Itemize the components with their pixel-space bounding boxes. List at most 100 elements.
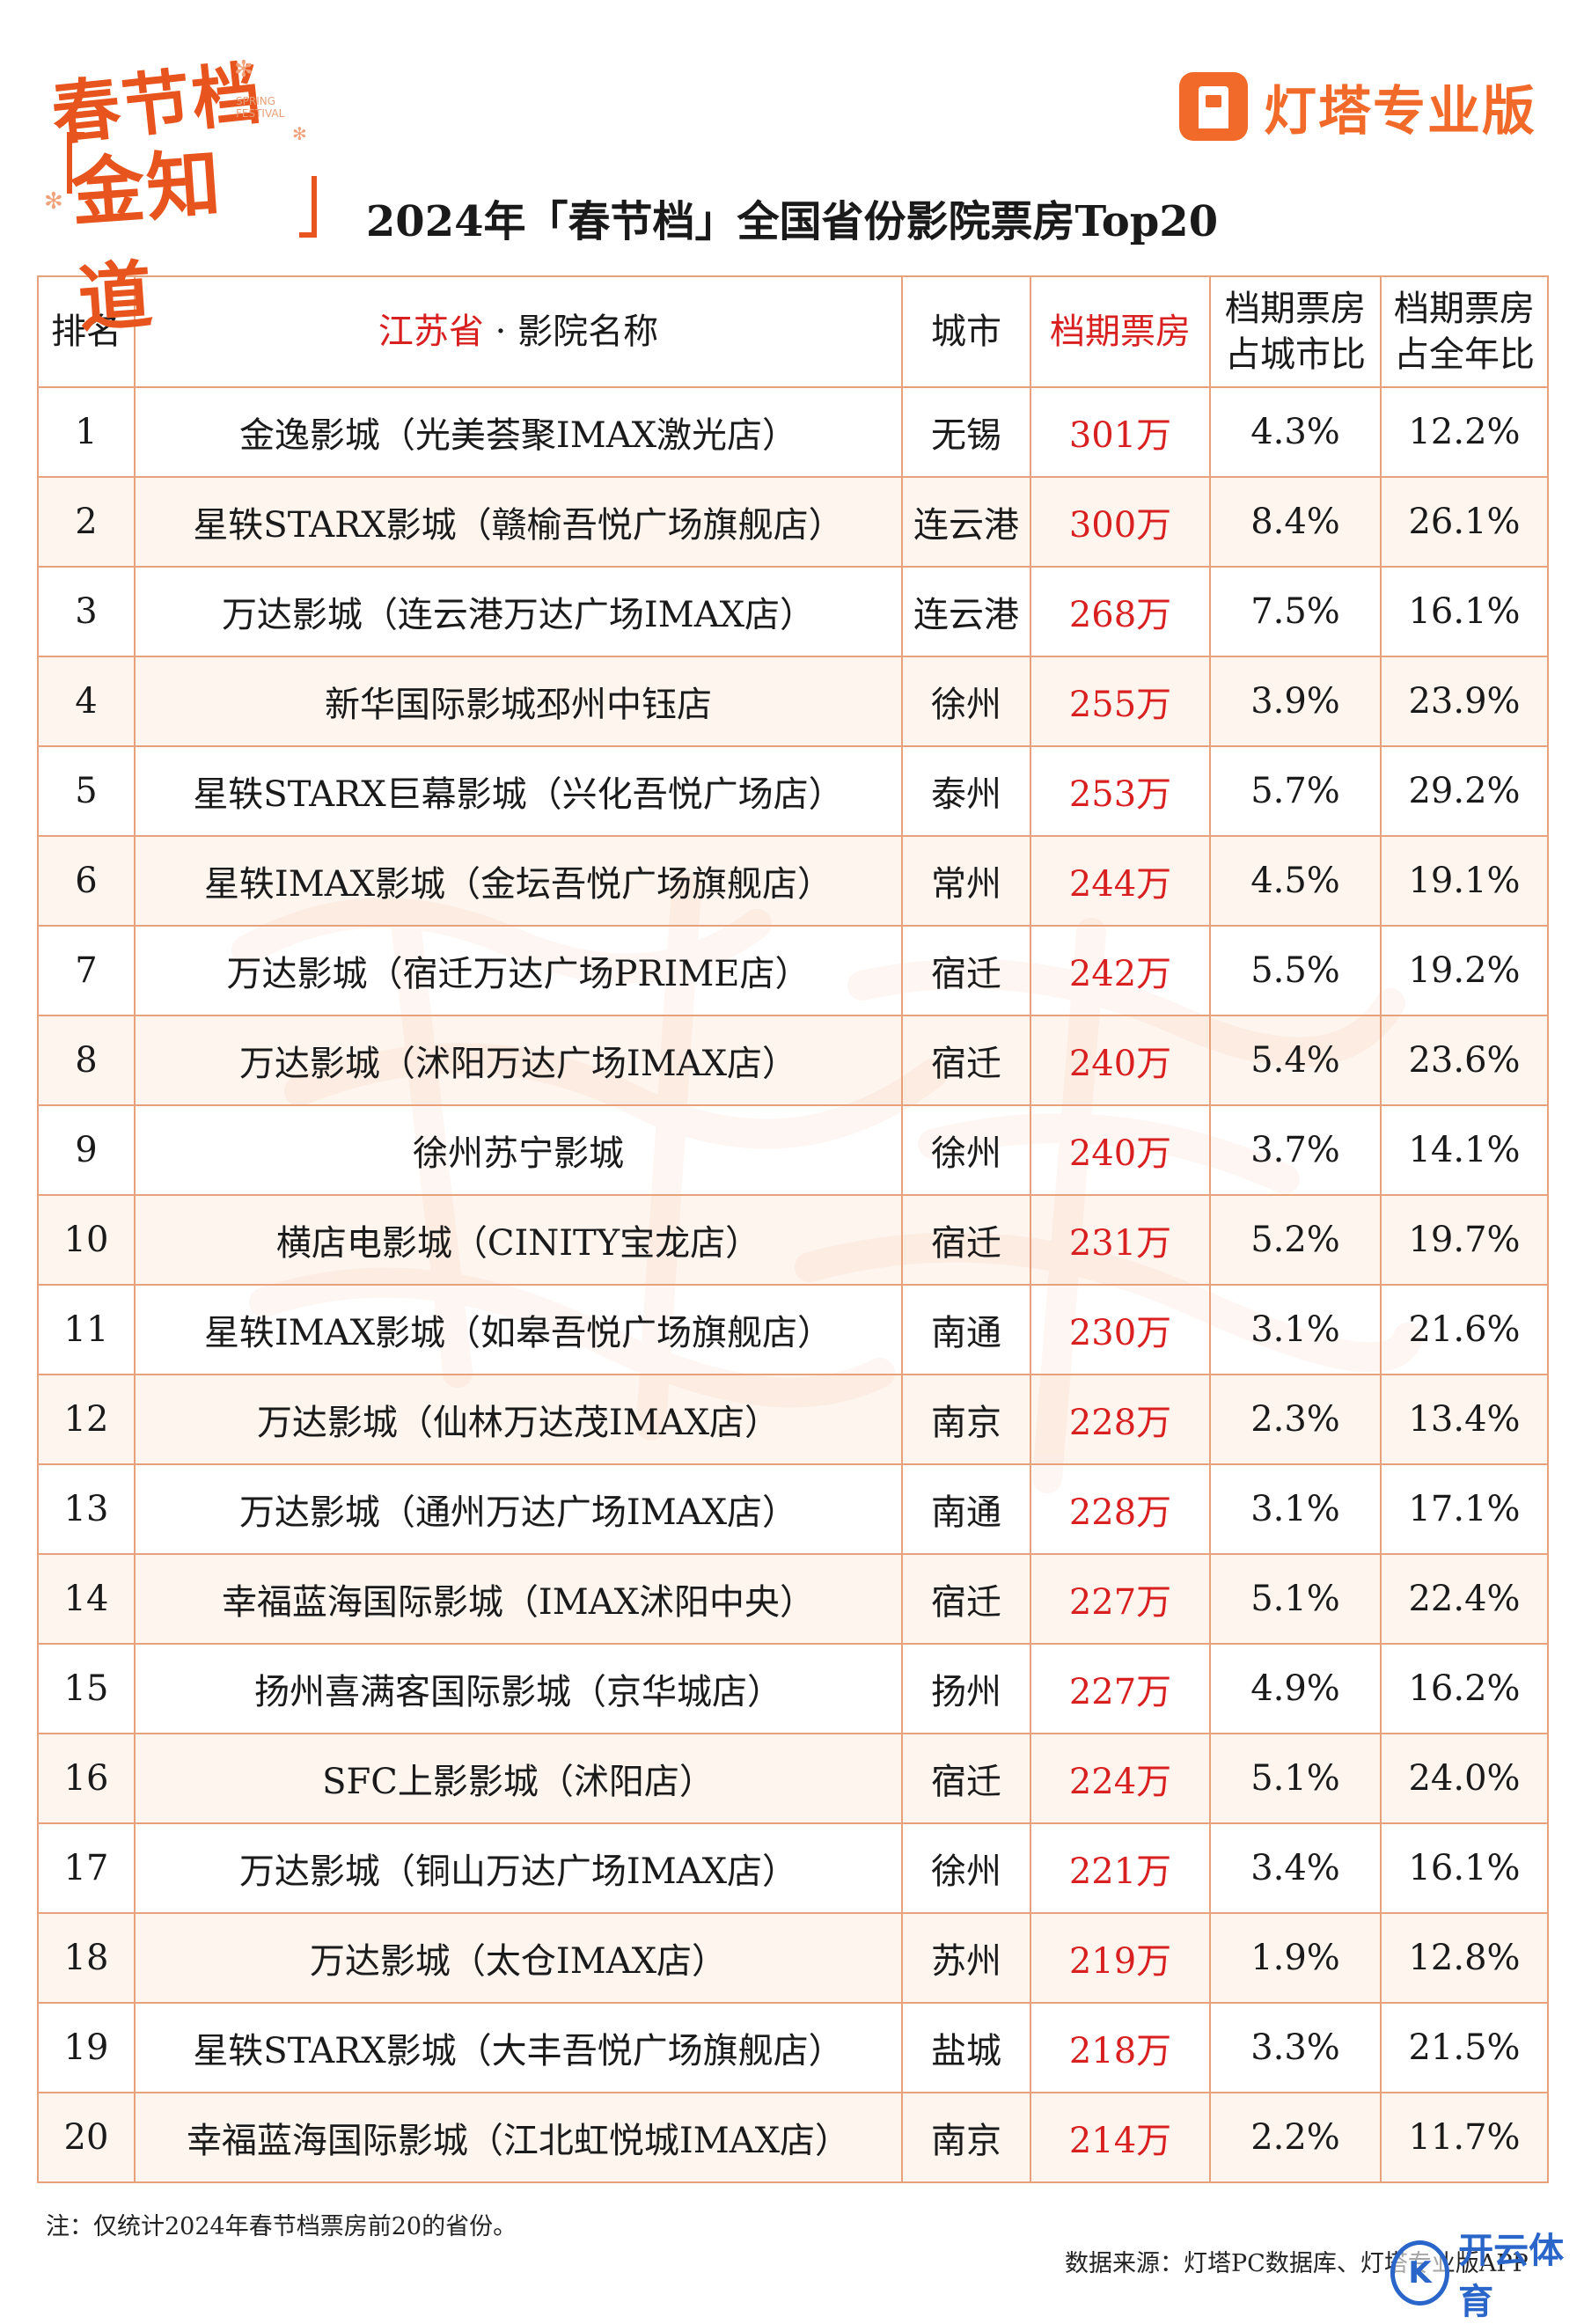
- pct-city-cell: 5.5%: [1209, 925, 1382, 1016]
- cinema-name-cell: 星轶STARX影城（大丰吾悦广场旗舰店）: [134, 2002, 903, 2093]
- box-office-cell: 228万: [1030, 1463, 1211, 1555]
- cinema-name-cell: 幸福蓝海国际影城（IMAX沭阳中央）: [134, 1553, 903, 1645]
- box-office-cell: 221万: [1030, 1822, 1211, 1914]
- pct-year-cell: 14.1%: [1380, 1104, 1549, 1196]
- header-pct-city: 档期票房 占城市比: [1209, 275, 1382, 388]
- pct-year-cell: 11.7%: [1380, 2092, 1549, 2183]
- city-cell: 苏州: [901, 1912, 1031, 2004]
- rank-cell: 10: [37, 1194, 136, 1286]
- header-pct-year-line1: 档期票房: [1394, 289, 1535, 329]
- table-header-row: 排名 江苏省 · 影院名称 城市 档期票房 档期票房 占城市比 档期票房 占全年…: [37, 275, 1549, 388]
- city-cell: 扬州: [901, 1643, 1031, 1734]
- logo-tiny-text: SPRING FESTIVAL: [236, 95, 285, 120]
- box-office-cell: 227万: [1030, 1553, 1211, 1645]
- cinema-name-cell: 横店电影城（CINITY宝龙店）: [134, 1194, 903, 1286]
- header-province: 江苏省: [378, 312, 484, 352]
- pct-city-cell: 3.7%: [1209, 1104, 1382, 1196]
- box-office-cell: 227万: [1030, 1643, 1211, 1734]
- table-row: 2 星轶STARX影城（赣榆吾悦广场旗舰店） 连云港 300万 8.4% 26.1%: [37, 476, 1549, 568]
- cinema-name-cell: 万达影城（沭阳万达广场IMAX店）: [134, 1015, 903, 1106]
- corner-watermark: K 开云体育: [1390, 2222, 1584, 2324]
- city-cell: 宿迁: [901, 1553, 1031, 1645]
- city-cell: 徐州: [901, 1104, 1031, 1196]
- city-cell: 连云港: [901, 476, 1031, 568]
- rank-cell: 20: [37, 2092, 136, 2183]
- brand-name: 灯塔专业版: [1264, 80, 1536, 143]
- pct-city-cell: 3.1%: [1209, 1284, 1382, 1375]
- header-box-office: 档期票房: [1030, 275, 1211, 388]
- cinema-name-cell: 徐州苏宁影城: [134, 1104, 903, 1196]
- table-row: 17 万达影城（铜山万达广场IMAX店） 徐州 221万 3.4% 16.1%: [37, 1822, 1549, 1914]
- pct-city-cell: 3.4%: [1209, 1822, 1382, 1914]
- city-cell: 宿迁: [901, 1015, 1031, 1106]
- pct-city-cell: 7.5%: [1209, 566, 1382, 657]
- table-row: 12 万达影城（仙林万达茂IMAX店） 南京 228万 2.3% 13.4%: [37, 1374, 1549, 1465]
- pct-year-cell: 19.1%: [1380, 835, 1549, 927]
- pct-city-cell: 8.4%: [1209, 476, 1382, 568]
- header-city: 城市: [901, 275, 1031, 388]
- table-row: 7 万达影城（宿迁万达广场PRIME店） 宿迁 242万 5.5% 19.2%: [37, 925, 1549, 1016]
- city-cell: 南京: [901, 2092, 1031, 2183]
- pct-year-cell: 19.2%: [1380, 925, 1549, 1016]
- cinema-name-cell: 万达影城（太仓IMAX店）: [134, 1912, 903, 2004]
- cinema-name-cell: 金逸影城（光美荟聚IMAX激光店）: [134, 386, 903, 478]
- pct-city-cell: 4.9%: [1209, 1643, 1382, 1734]
- table-row: 16 SFC上影影城（沭阳店） 宿迁 224万 5.1% 24.0%: [37, 1733, 1549, 1824]
- city-cell: 徐州: [901, 1822, 1031, 1914]
- pct-city-cell: 5.1%: [1209, 1733, 1382, 1824]
- box-office-cell: 244万: [1030, 835, 1211, 927]
- ranking-table: 排名 江苏省 · 影院名称 城市 档期票房 档期票房 占城市比 档期票房 占全年…: [37, 275, 1549, 2183]
- rank-cell: 16: [37, 1733, 136, 1824]
- box-office-cell: 301万: [1030, 386, 1211, 478]
- pct-year-cell: 23.6%: [1380, 1015, 1549, 1106]
- box-office-cell: 219万: [1030, 1912, 1211, 2004]
- city-cell: 盐城: [901, 2002, 1031, 2093]
- snowflake-icon: ✻: [292, 123, 307, 144]
- city-cell: 泰州: [901, 745, 1031, 837]
- header-separator: ·: [495, 312, 507, 352]
- box-office-cell: 255万: [1030, 656, 1211, 747]
- rank-cell: 17: [37, 1822, 136, 1914]
- box-office-cell: 230万: [1030, 1284, 1211, 1375]
- pct-city-cell: 5.2%: [1209, 1194, 1382, 1286]
- table-row: 10 横店电影城（CINITY宝龙店） 宿迁 231万 5.2% 19.7%: [37, 1194, 1549, 1286]
- cinema-name-cell: 扬州喜满客国际影城（京华城店）: [134, 1643, 903, 1734]
- table-row: 6 星轶IMAX影城（金坛吾悦广场旗舰店） 常州 244万 4.5% 19.1%: [37, 835, 1549, 927]
- cinema-name-cell: 星轶STARX影城（赣榆吾悦广场旗舰店）: [134, 476, 903, 568]
- rank-cell: 4: [37, 656, 136, 747]
- cinema-name-cell: 星轶STARX巨幕影城（兴化吾悦广场店）: [134, 745, 903, 837]
- cinema-name-cell: 万达影城（通州万达广场IMAX店）: [134, 1463, 903, 1555]
- pct-city-cell: 2.2%: [1209, 2092, 1382, 2183]
- pct-year-cell: 29.2%: [1380, 745, 1549, 837]
- pct-city-cell: 1.9%: [1209, 1912, 1382, 2004]
- city-cell: 无锡: [901, 386, 1031, 478]
- header-pct-year: 档期票房 占全年比: [1380, 275, 1549, 388]
- city-cell: 宿迁: [901, 1194, 1031, 1286]
- table-row: 13 万达影城（通州万达广场IMAX店） 南通 228万 3.1% 17.1%: [37, 1463, 1549, 1555]
- header-rank: 排名: [37, 275, 136, 388]
- pct-year-cell: 16.1%: [1380, 566, 1549, 657]
- rank-cell: 14: [37, 1553, 136, 1645]
- rank-cell: 2: [37, 476, 136, 568]
- watermark-text: 开云体育: [1458, 2231, 1565, 2322]
- table-row: 14 幸福蓝海国际影城（IMAX沭阳中央） 宿迁 227万 5.1% 22.4%: [37, 1553, 1549, 1645]
- cinema-name-cell: 万达影城（宿迁万达广场PRIME店）: [134, 925, 903, 1016]
- rank-cell: 18: [37, 1912, 136, 2004]
- city-cell: 南通: [901, 1284, 1031, 1375]
- box-office-cell: 224万: [1030, 1733, 1211, 1824]
- table-row: 11 星轶IMAX影城（如皋吾悦广场旗舰店） 南通 230万 3.1% 21.6%: [37, 1284, 1549, 1375]
- box-office-cell: 218万: [1030, 2002, 1211, 2093]
- pct-city-cell: 3.1%: [1209, 1463, 1382, 1555]
- city-cell: 南通: [901, 1463, 1031, 1555]
- header-pct-year-line2: 占全年比: [1394, 334, 1535, 375]
- lighthouse-icon: [1179, 72, 1248, 141]
- pct-city-cell: 4.3%: [1209, 386, 1382, 478]
- rank-cell: 15: [37, 1643, 136, 1734]
- pct-year-cell: 26.1%: [1380, 476, 1549, 568]
- header-cinema-name: 影院名称: [517, 312, 659, 352]
- pct-city-cell: 5.7%: [1209, 745, 1382, 837]
- pct-year-cell: 23.9%: [1380, 656, 1549, 747]
- cinema-name-cell: 万达影城（仙林万达茂IMAX店）: [134, 1374, 903, 1465]
- pct-year-cell: 22.4%: [1380, 1553, 1549, 1645]
- rank-cell: 7: [37, 925, 136, 1016]
